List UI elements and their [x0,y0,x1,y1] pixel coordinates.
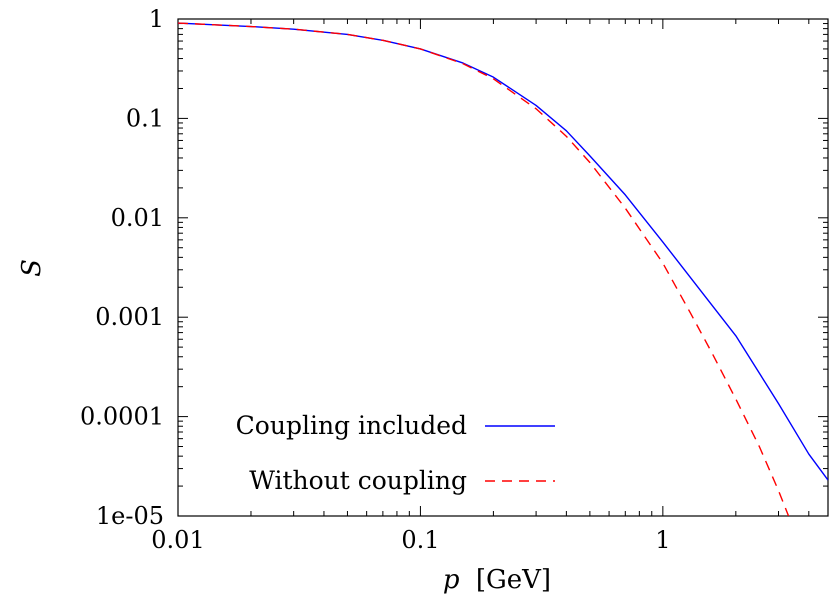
y-tick-label: 1e-05 [96,502,164,530]
plot-frame [177,18,829,517]
series [178,22,828,516]
legend-label-2: Without coupling [249,466,467,495]
x-axis-title: p [GeV] [443,565,551,595]
x-axis-unit: [GeV] [476,565,551,595]
y-tick-label: 0.001 [95,303,164,331]
x-axis-variable: p [443,565,460,595]
y-tick-label: 1 [149,5,164,33]
x-tick-label: 0.1 [401,526,439,554]
ticks: 0.01 0.1 1 1 0.1 0.01 0.001 0.0001 1e-05 [80,5,828,554]
axes [177,18,829,517]
legend: Coupling included Without coupling [236,411,555,495]
x-tick-label: 0.01 [151,526,204,554]
y-tick-label: 0.01 [111,204,164,232]
y-tick-label: 0.1 [126,104,164,132]
series-line-2 [178,22,790,516]
x-tick-label: 1 [655,526,670,554]
legend-label-1: Coupling included [236,411,467,440]
y-tick-label: 0.0001 [80,403,164,431]
y-axis-title: S [17,259,47,277]
